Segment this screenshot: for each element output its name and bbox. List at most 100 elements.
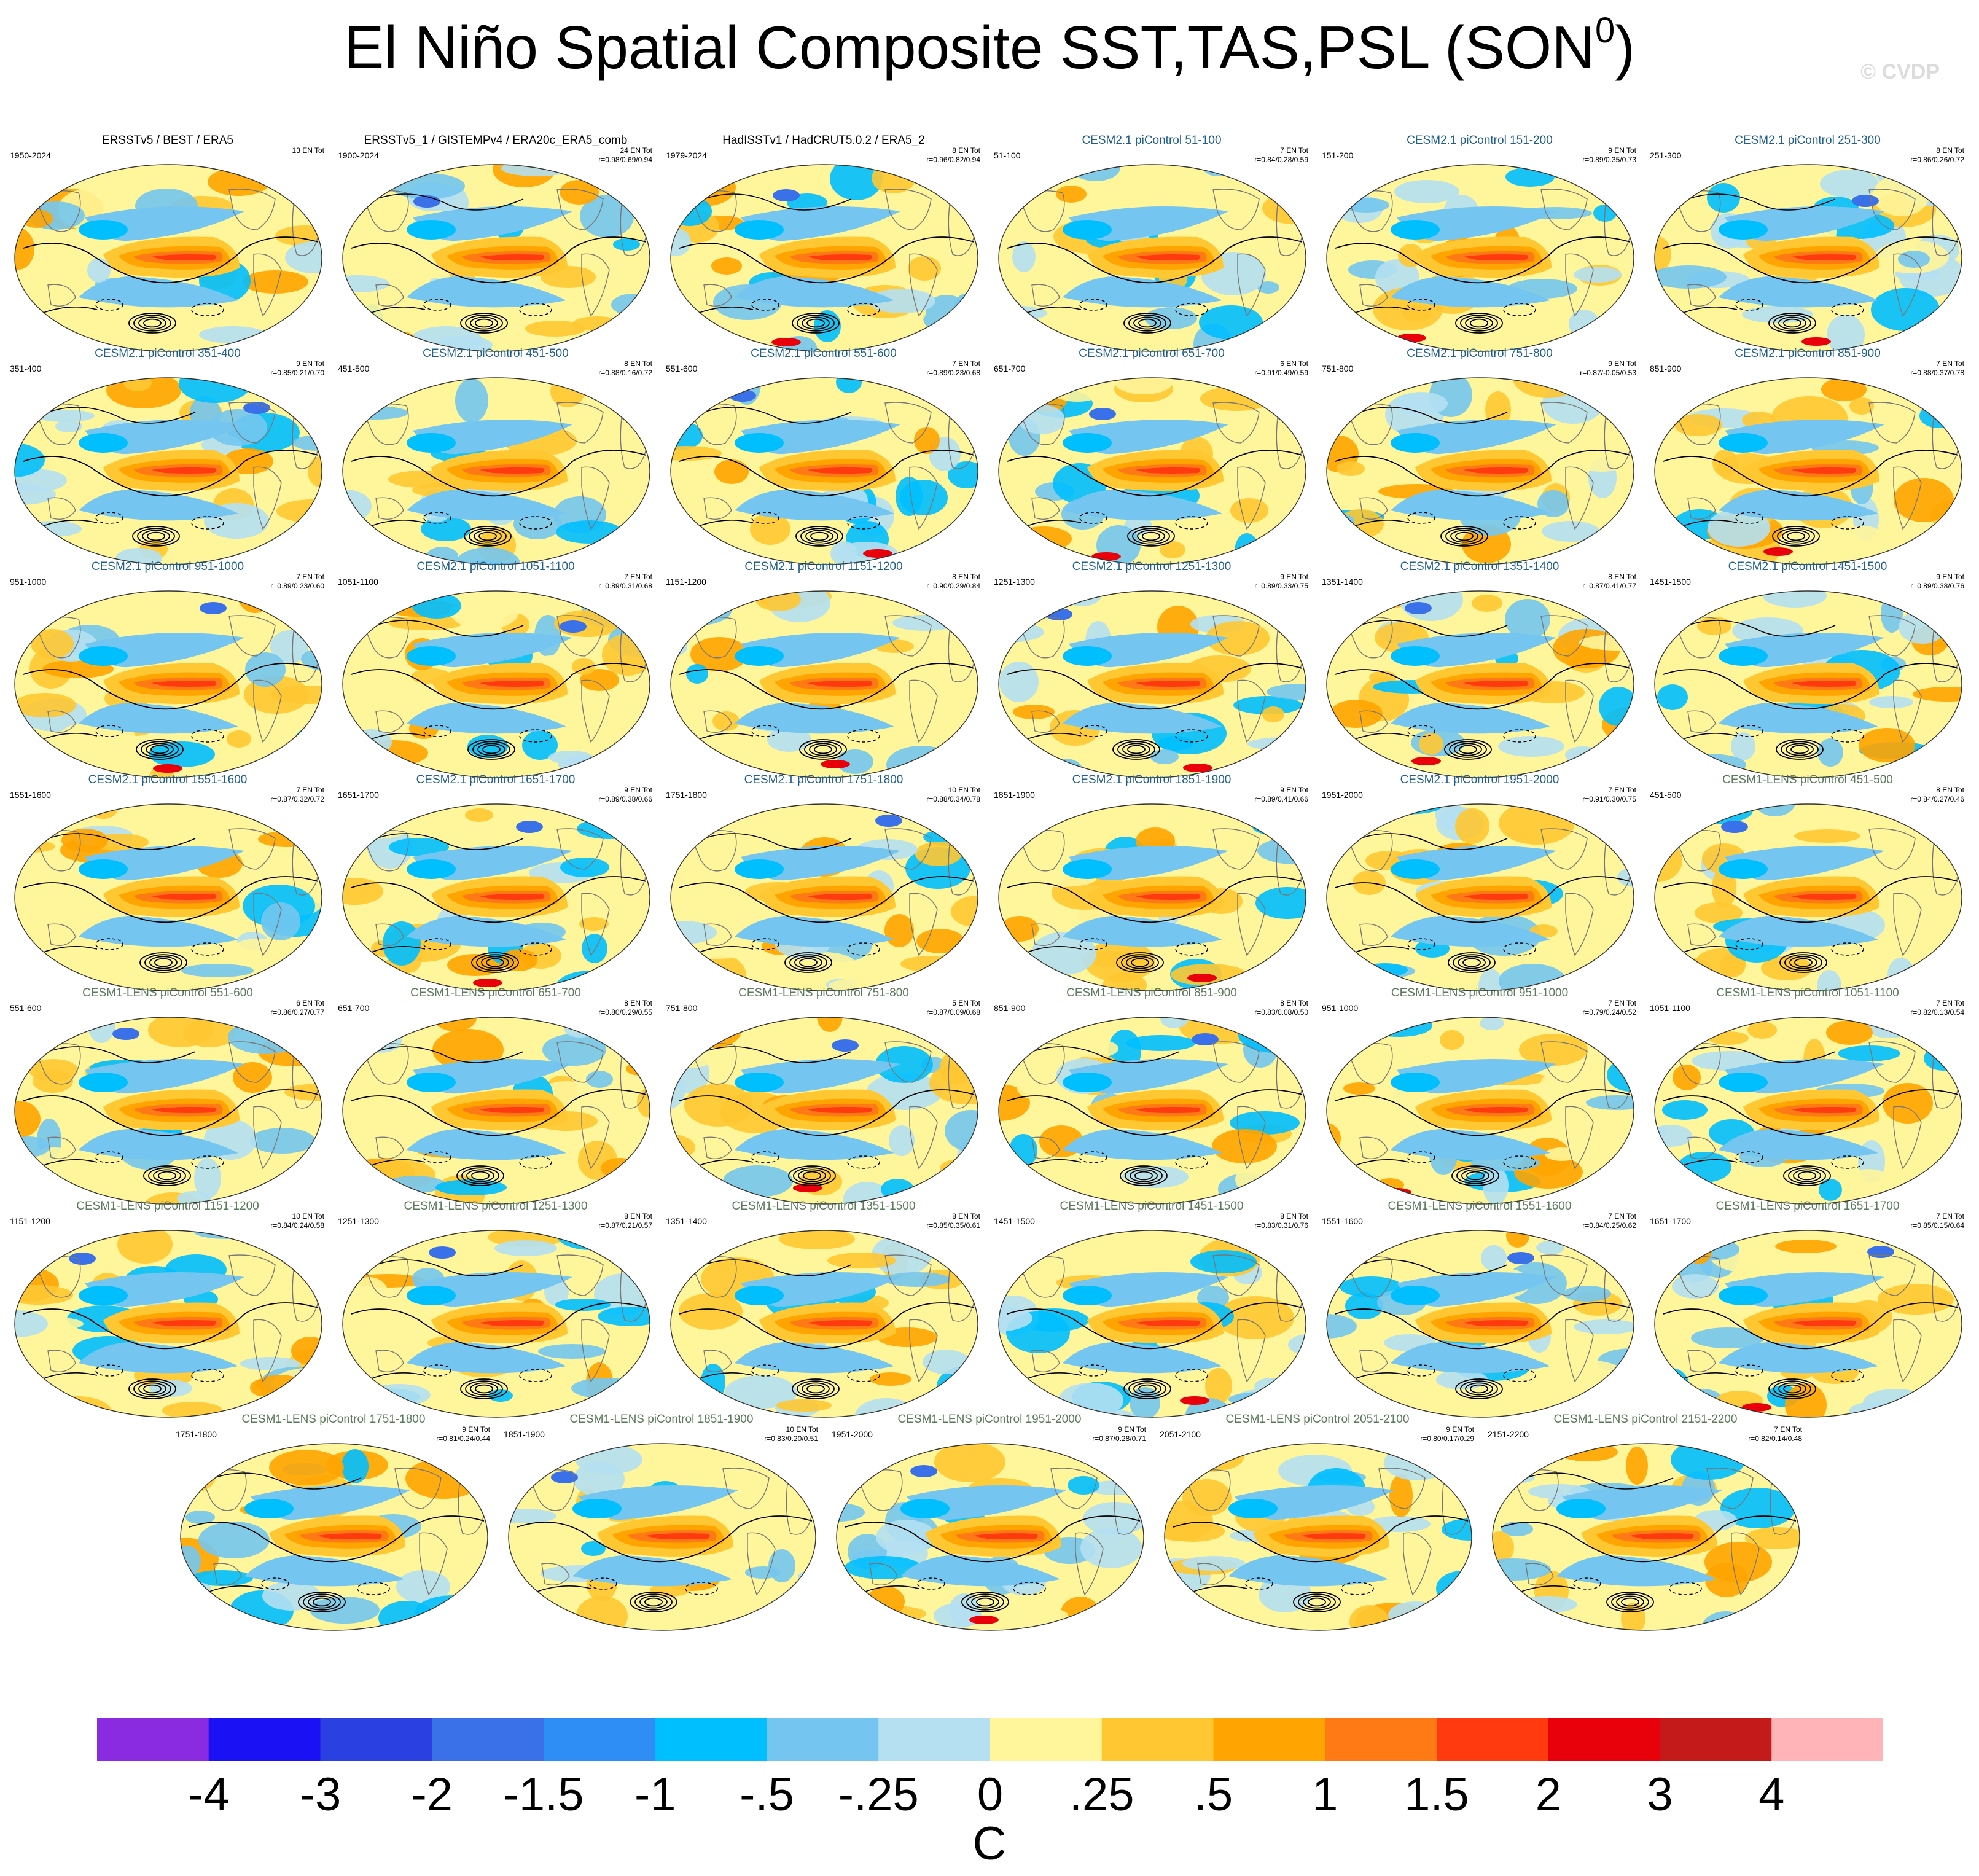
anomaly-patch: [343, 1170, 368, 1187]
psl-negative-contour: [1079, 1151, 1107, 1163]
panel-years: 951-1000: [1322, 1003, 1359, 1013]
coastline: [1868, 1254, 1916, 1296]
composite-map: [1654, 1017, 1962, 1205]
anomaly-patch: [836, 378, 862, 393]
psl-contour: [475, 318, 493, 328]
panel-title: CESM2.1 piControl 351-400: [95, 347, 241, 360]
psl-contour: [1449, 741, 1487, 758]
coastline: [703, 1350, 732, 1372]
psl-contour: [1453, 954, 1491, 971]
psl-contour: [1126, 956, 1154, 969]
panel-title: CESM1-LENS piControl 1651-1700: [1716, 1200, 1900, 1213]
anomaly-patch: [1262, 1030, 1306, 1049]
anomaly-patch: [396, 1570, 450, 1603]
coastline: [909, 253, 938, 317]
map-panel: CESM2.1 piControl 851-900 851-900 7 EN Tot…: [1647, 347, 1968, 568]
map-panel: CESM2.1 piControl 1251-1300 1251-1300 9 EN…: [991, 560, 1312, 781]
anomaly-patch: [494, 1240, 557, 1256]
cool-anomaly-south: [407, 703, 566, 734]
composite-map: [342, 1230, 650, 1418]
psl-contour: [1466, 1171, 1485, 1181]
psl-contour: [1138, 318, 1157, 328]
anomaly-patch: [294, 948, 322, 975]
cool-anomaly-core: [1063, 1073, 1112, 1092]
psl-zero-contour: [1663, 663, 1959, 710]
map-border: [998, 164, 1306, 352]
panel-event-count: 7 EN Tot: [1608, 1212, 1636, 1221]
panel-years: 2151-2200: [1488, 1429, 1529, 1439]
anomaly-patch: [1778, 1584, 1800, 1617]
psl-zero-contour: [1007, 876, 1303, 923]
psl-negative-contour: [191, 729, 224, 743]
map-border: [670, 1230, 978, 1418]
panel-years: 1151-1200: [666, 577, 706, 587]
composite-map: [342, 164, 650, 352]
composite-map: [180, 1443, 488, 1631]
composite-map: [342, 1017, 650, 1205]
map-panel: CESM2.1 piControl 1051-1100 1051-1100 7 EN…: [335, 560, 656, 781]
psl-negative-contour: [191, 1369, 224, 1382]
panel-correlation: r=0.91/0.30/0.75: [1582, 795, 1636, 803]
anomaly-patch: [558, 756, 615, 772]
anomaly-patch: [1506, 1230, 1529, 1248]
cool-anomaly-south: [244, 1555, 404, 1587]
anomaly-patch: [1731, 732, 1755, 760]
psl-contour: [802, 1382, 830, 1396]
coastline: [1706, 1468, 1754, 1509]
psl-contour: [466, 1169, 494, 1182]
anomaly-patch: [179, 378, 251, 403]
psl-contour: [803, 1171, 821, 1181]
anomaly-patch: [1252, 819, 1293, 835]
psl-zero-contour: [1335, 236, 1631, 284]
map-panel: CESM1-LENS piControl 451-500 451-500 8 EN …: [1647, 773, 1968, 995]
panel-title: CESM1-LENS piControl 751-800: [738, 987, 909, 999]
colorbar-swatch: [544, 1718, 656, 1761]
psl-contour: [1138, 1384, 1157, 1394]
anomaly-patch: [1455, 808, 1489, 844]
anomaly-patch: [1031, 932, 1096, 975]
psl-contour: [138, 1382, 166, 1396]
anomaly-patch: [1288, 1334, 1306, 1355]
anomaly-patch: [704, 739, 749, 757]
psl-zero-contour: [1335, 1089, 1631, 1136]
panel-title: CESM2.1 piControl 251-300: [1735, 134, 1881, 147]
map-panel: CESM1-LENS piControl 1351-1500 1351-1400 8…: [663, 1200, 984, 1421]
coastline: [581, 1319, 610, 1383]
psl-contour: [1768, 313, 1816, 334]
anomaly-patch: [745, 1566, 781, 1579]
anomaly-patch: [884, 1272, 950, 1287]
psl-contour: [1788, 1167, 1826, 1184]
panel-correlation: r=0.89/0.38/0.66: [598, 795, 652, 803]
anomaly-patch: [792, 1444, 816, 1458]
psl-contour: [961, 1592, 1009, 1612]
anomaly-patch: [1536, 1241, 1564, 1254]
cool-anomaly-south: [1719, 1129, 1878, 1160]
cool-anomaly-south: [1719, 703, 1878, 734]
panel-title: ERSSTv5 / BEST / ERA5: [101, 134, 233, 147]
psl-contour: [133, 1380, 171, 1397]
coastline: [1565, 679, 1594, 743]
panel-years: 1979-2024: [666, 150, 707, 160]
strong-cool-spot: [69, 1253, 96, 1265]
cool-anomaly-core: [1719, 1073, 1768, 1092]
anomaly-patch: [845, 1556, 922, 1579]
psl-negative-contour: [751, 299, 779, 311]
panel-correlation: r=0.88/0.16/0.72: [598, 369, 652, 377]
psl-contour: [150, 745, 169, 754]
coastline: [909, 466, 938, 530]
coastline: [228, 615, 276, 657]
map-border: [1326, 377, 1634, 565]
psl-negative-contour: [423, 299, 451, 311]
anomaly-patch: [455, 547, 520, 565]
psl-negative-contour: [751, 1364, 779, 1377]
coastline: [1868, 189, 1916, 230]
anomaly-patch: [999, 1017, 1061, 1044]
anomaly-patch: [838, 1444, 900, 1452]
panel-event-count: 7 EN Tot: [1936, 359, 1964, 368]
psl-contour: [1776, 739, 1824, 760]
composite-map: [1654, 164, 1962, 352]
psl-contour: [1458, 956, 1486, 969]
panel-correlation: r=0.96/0.82/0.94: [926, 155, 980, 164]
anomaly-patch: [1017, 1074, 1050, 1099]
cool-anomaly-core: [407, 220, 456, 240]
